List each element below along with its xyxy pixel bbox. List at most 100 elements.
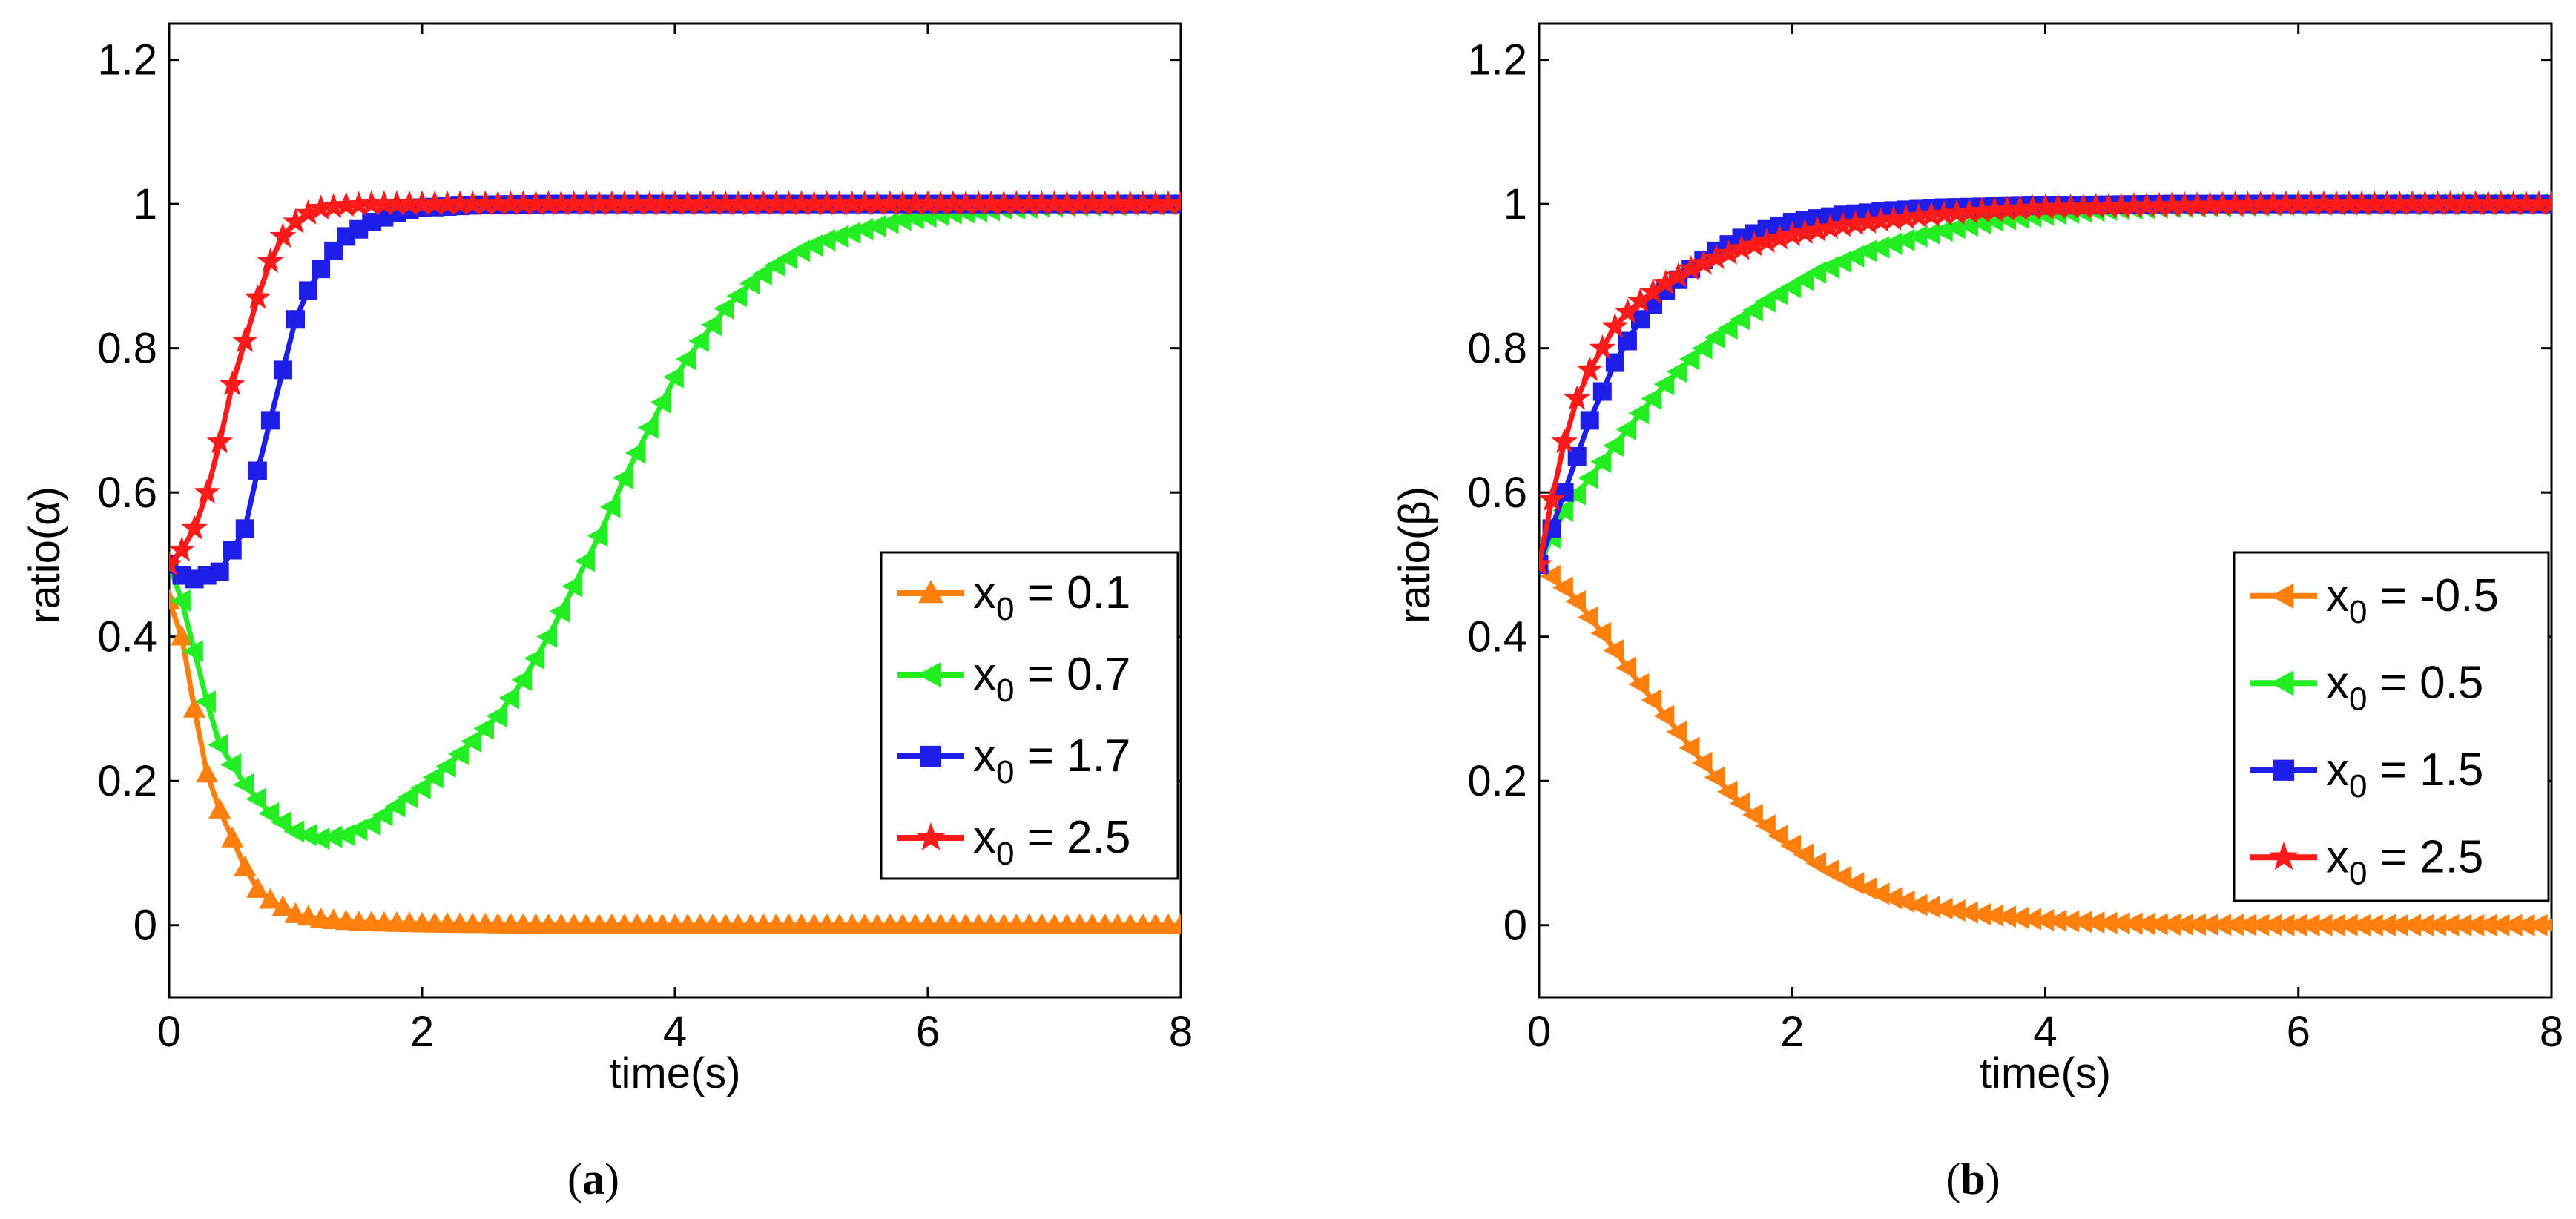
- series-marker: [1603, 434, 1624, 457]
- legend-item-4: x0 = 2.5: [897, 812, 1130, 872]
- legend-subscript: 0: [996, 836, 1014, 872]
- legend-label: x0 = 0.5: [2326, 657, 2483, 717]
- series-1: [1539, 553, 2552, 936]
- series-4: [1539, 190, 2552, 576]
- series-marker: [1780, 275, 1801, 299]
- caption-open: (: [1946, 1154, 1960, 1203]
- y-tick-label: 0.6: [1467, 469, 1527, 517]
- legend-label: x0 = 0.7: [973, 649, 1130, 709]
- legend-box: [2233, 551, 2550, 902]
- legend-label: x0 = 1.5: [2326, 744, 2483, 805]
- legend-item-1: x0 = -0.5: [2250, 570, 2499, 630]
- legend-item-2: x0 = 0.5: [2250, 657, 2483, 717]
- legend: x0 = 0.1x0 = 0.7x0 = 1.7x0 = 2.5: [880, 551, 1179, 880]
- y-tick-label: 0.8: [1467, 325, 1527, 373]
- series-marker: [169, 536, 195, 562]
- legend-prefix: x: [2326, 831, 2349, 882]
- series-marker: [260, 411, 280, 430]
- series-marker: [1589, 334, 1616, 360]
- series-marker: [1167, 190, 1181, 216]
- panel-caption: (b): [1946, 1154, 2000, 1203]
- y-tick-label: 0.2: [1467, 757, 1527, 805]
- series-marker: [208, 733, 228, 756]
- series-marker: [1601, 312, 1629, 338]
- y-tick-label: 0.6: [97, 469, 157, 517]
- series-marker: [448, 742, 469, 765]
- x-tick-label: 6: [2287, 1008, 2310, 1056]
- legend-marker: [915, 822, 946, 850]
- series-marker: [1603, 639, 1624, 662]
- x-axis-label: time(s): [609, 1049, 740, 1097]
- y-tick-label: 0.8: [97, 325, 157, 373]
- legend-marker: [918, 579, 943, 604]
- series-marker: [206, 428, 234, 454]
- caption-open: (: [567, 1154, 582, 1203]
- series-marker: [271, 895, 294, 916]
- legend-label: x0 = 1.7: [973, 730, 1130, 790]
- plot-series-group: [169, 190, 1181, 934]
- series-marker: [1565, 589, 1586, 613]
- series-marker: [223, 541, 242, 560]
- legend-value: = 0.7: [1014, 649, 1130, 700]
- series-marker: [599, 495, 621, 518]
- y-tick-label: 0.2: [97, 757, 157, 805]
- series-marker: [324, 241, 343, 260]
- series-marker: [612, 466, 633, 489]
- series-marker: [234, 855, 257, 876]
- series-marker: [1716, 780, 1738, 803]
- legend-prefix: x: [973, 567, 996, 618]
- series-marker: [1780, 834, 1801, 857]
- series-marker: [751, 262, 773, 286]
- series-marker: [1564, 385, 1591, 410]
- series-marker: [764, 254, 785, 277]
- series-marker: [549, 600, 570, 623]
- series-marker: [587, 524, 608, 547]
- legend-value: = 1.5: [2367, 744, 2483, 796]
- legend-prefix: x: [2326, 657, 2349, 708]
- series-marker: [461, 730, 481, 753]
- series-marker: [1793, 843, 1814, 866]
- legend-item-4: x0 = 2.5: [2250, 831, 2483, 891]
- series-marker: [210, 562, 229, 581]
- series-marker: [248, 461, 267, 480]
- y-tick-label: 0: [134, 902, 157, 950]
- chart-b: 0 2 4 6 8 0 0.2 0.4 0.6 0.8 1 1.2 time(s) ratio(β) x0 …: [1391, 22, 2563, 1203]
- series-marker: [273, 360, 292, 380]
- series-marker: [246, 877, 269, 898]
- series-marker: [194, 478, 221, 504]
- series-marker: [219, 370, 246, 396]
- legend-value: = 0.5: [2367, 657, 2483, 708]
- series-marker: [231, 327, 259, 353]
- series-marker: [170, 589, 191, 612]
- series-marker: [1653, 704, 1675, 727]
- y-axis-label: ratio(β): [1391, 486, 1439, 624]
- legend-label: x0 = 0.1: [973, 567, 1130, 627]
- series-marker: [1576, 356, 1604, 381]
- series-marker: [1590, 621, 1612, 644]
- series-marker: [662, 366, 684, 389]
- series-marker: [1578, 606, 1598, 629]
- series-marker: [244, 283, 271, 309]
- series-marker: [1755, 814, 1776, 837]
- legend-marker: [2270, 670, 2294, 696]
- series-marker: [312, 260, 331, 279]
- x-tick-label: 8: [2540, 1008, 2563, 1056]
- y-tick-label: 0.4: [1467, 613, 1527, 661]
- series-marker: [1666, 720, 1687, 744]
- x-axis-label: time(s): [1980, 1049, 2111, 1097]
- series-marker: [1539, 486, 1565, 512]
- series-marker: [777, 247, 798, 270]
- legend-prefix: x: [973, 812, 996, 863]
- panel-caption: (a): [567, 1154, 619, 1203]
- legend-prefix: x: [973, 730, 996, 782]
- series-marker: [259, 888, 282, 909]
- series-marker: [284, 902, 307, 923]
- series-marker: [235, 519, 254, 538]
- legend-value: = -0.5: [2367, 570, 2499, 621]
- legend-marker: [917, 662, 941, 687]
- series-marker: [169, 550, 182, 576]
- series-marker: [1691, 337, 1713, 360]
- caption-letter: b: [1960, 1154, 1985, 1203]
- series-marker: [1653, 373, 1675, 396]
